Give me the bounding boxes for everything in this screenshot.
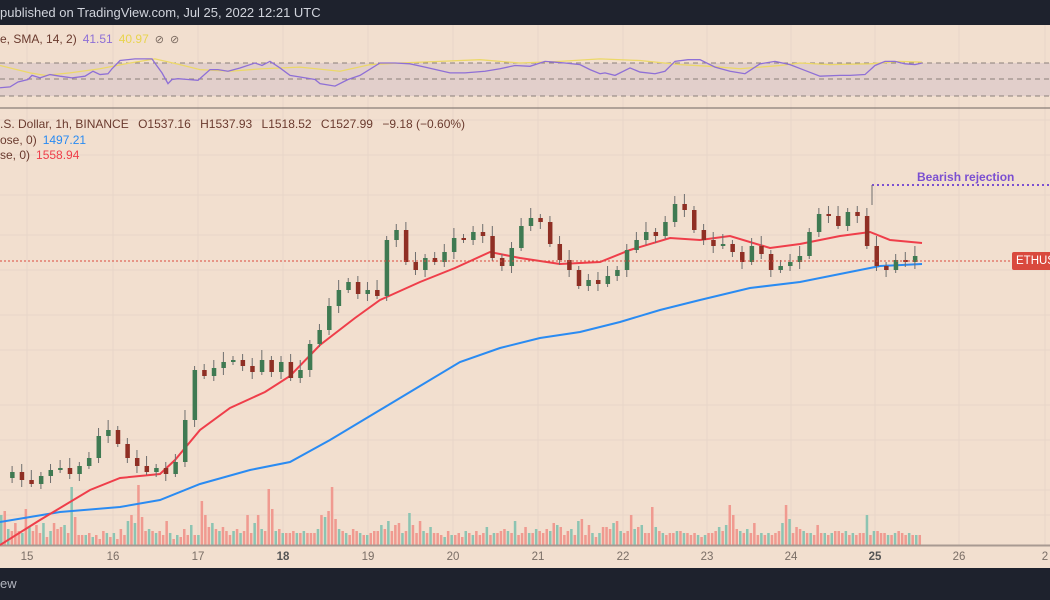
- time-axis-tick: 18: [276, 551, 290, 563]
- price-tag: ETHUS: [1012, 252, 1050, 270]
- symbol-label: .S. Dollar, 1h, BINANCE: [0, 117, 129, 131]
- ma-fast-value: 1558.94: [36, 148, 80, 162]
- time-axis-tick: 16: [106, 551, 120, 563]
- time-axis-tick: 26: [952, 551, 966, 563]
- time-axis-tick: 24: [784, 551, 798, 563]
- visibility-off-icon[interactable]: ⊘: [154, 34, 164, 46]
- time-axis-tick: 20: [446, 551, 460, 563]
- time-axis-tick: 15: [20, 551, 34, 563]
- chart-canvas[interactable]: [0, 25, 1050, 568]
- ma-slow-label: ose, 0): [0, 132, 37, 147]
- low-value: L1518.52: [261, 117, 312, 131]
- open-value: O1537.16: [138, 117, 191, 131]
- rsi-value: 41.51: [82, 32, 113, 46]
- ohlc-row: .S. Dollar, 1h, BINANCE O1537.16 H1537.9…: [0, 117, 471, 133]
- ma-fast-row: se, 0) 1558.94: [0, 148, 471, 164]
- bearish-rejection-annotation[interactable]: Bearish rejection: [917, 170, 1015, 184]
- ma-slow-value: 1497.21: [42, 132, 87, 147]
- close-value: C1527.99: [320, 117, 373, 131]
- publication-banner: published on TradingView.com, Jul 25, 20…: [0, 0, 1050, 25]
- time-axis-tick: 22: [616, 551, 630, 563]
- change-value: −9.18 (−0.60%): [382, 117, 466, 131]
- ma-fast-label: se, 0): [0, 148, 31, 162]
- time-axis-tick: 19: [361, 551, 375, 563]
- time-axis-tick: 21: [531, 551, 545, 563]
- rsi-sma-value: 40.97: [118, 32, 149, 46]
- footer-text: ew: [0, 576, 17, 591]
- time-axis-tick: 2: [1041, 551, 1049, 563]
- chart-area[interactable]: e, SMA, 14, 2) 41.51 40.97 ⊘ ⊘ .S. Dollar, 1…: [0, 25, 1050, 568]
- visibility-off-icon[interactable]: ⊘: [169, 34, 180, 46]
- time-axis-tick: 25: [868, 551, 882, 563]
- footer-bar: ew: [0, 568, 1050, 600]
- main-legend: .S. Dollar, 1h, BINANCE O1537.16 H1537.9…: [0, 117, 471, 164]
- time-axis-tick: 17: [191, 551, 205, 563]
- time-axis-tick: 23: [700, 551, 714, 563]
- high-value: H1537.93: [200, 117, 253, 131]
- rsi-label: e, SMA, 14, 2): [0, 32, 77, 46]
- rsi-legend: e, SMA, 14, 2) 41.51 40.97 ⊘ ⊘: [0, 32, 185, 46]
- publication-text: published on TradingView.com, Jul 25, 20…: [0, 5, 321, 20]
- ma-slow-row: ose, 0) 1497.21: [0, 133, 471, 149]
